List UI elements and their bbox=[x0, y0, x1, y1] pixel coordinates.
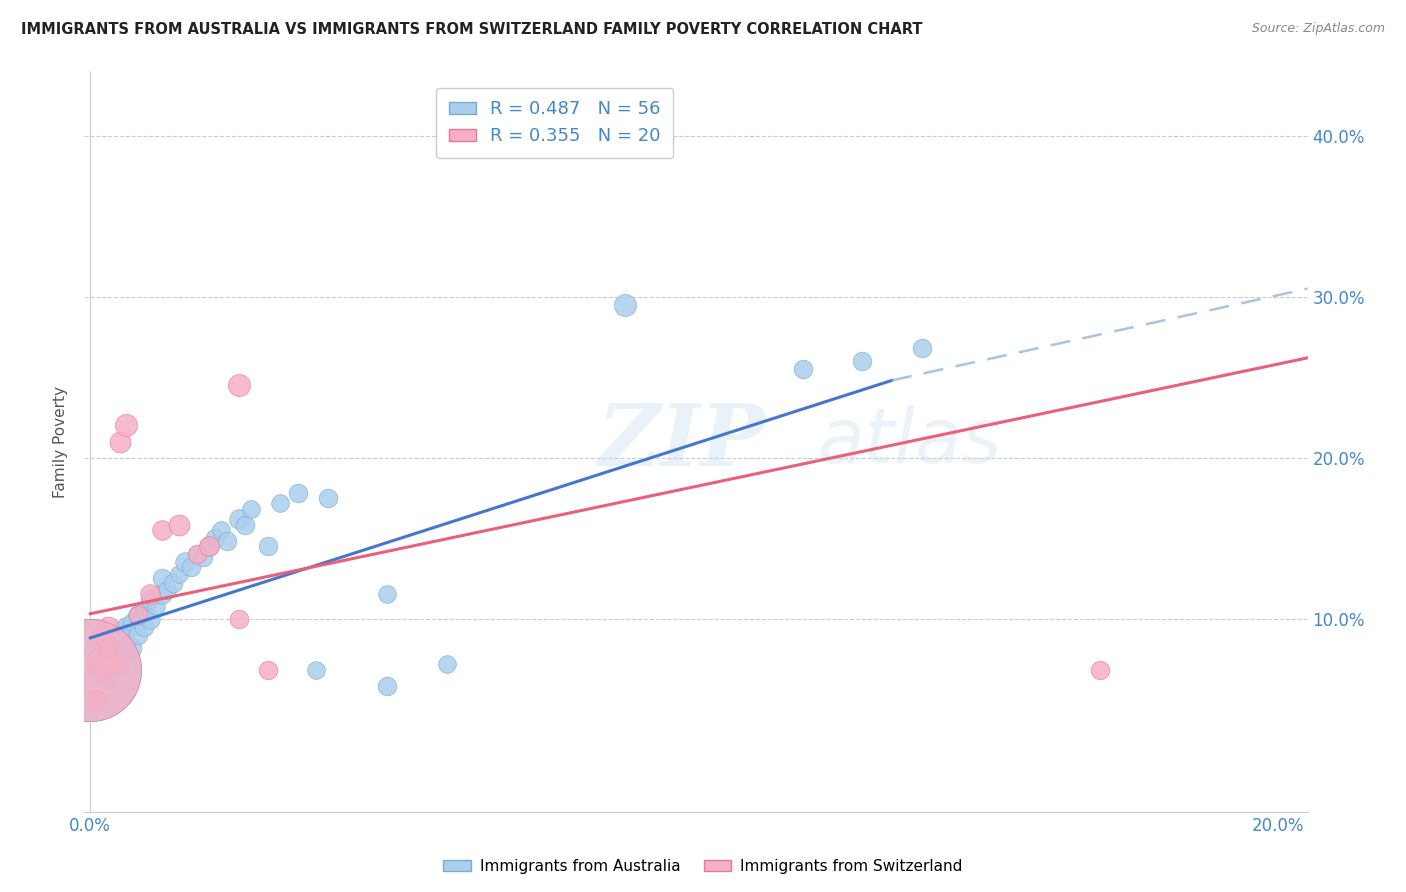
Point bbox=[91, 652, 114, 666]
Point bbox=[108, 624, 131, 639]
Point bbox=[191, 550, 214, 565]
Point bbox=[127, 608, 149, 623]
Text: atlas: atlas bbox=[818, 405, 1002, 478]
Point bbox=[156, 582, 179, 597]
Point bbox=[180, 560, 202, 574]
Point bbox=[97, 619, 120, 633]
Point bbox=[851, 354, 873, 368]
Point bbox=[257, 663, 280, 677]
Point bbox=[1088, 663, 1111, 677]
Point bbox=[145, 599, 167, 613]
Point bbox=[91, 640, 114, 655]
Point bbox=[138, 587, 160, 601]
Point bbox=[186, 547, 208, 561]
Point bbox=[287, 486, 309, 500]
Point bbox=[97, 660, 120, 674]
Point bbox=[127, 608, 149, 623]
Point bbox=[79, 663, 101, 677]
Point bbox=[150, 523, 173, 537]
Point bbox=[132, 619, 155, 633]
Point bbox=[103, 663, 125, 677]
Point bbox=[198, 539, 221, 553]
Point bbox=[138, 592, 160, 607]
Point bbox=[103, 652, 125, 666]
Point bbox=[316, 491, 339, 505]
Point bbox=[103, 657, 125, 671]
Point bbox=[228, 378, 250, 392]
Point bbox=[91, 628, 114, 642]
Point bbox=[115, 619, 138, 633]
Point bbox=[97, 640, 120, 655]
Point bbox=[108, 657, 131, 671]
Point bbox=[174, 555, 197, 569]
Point bbox=[233, 518, 256, 533]
Point bbox=[150, 571, 173, 585]
Point bbox=[108, 636, 131, 650]
Point bbox=[375, 587, 398, 601]
Point bbox=[215, 534, 238, 549]
Text: ZIP: ZIP bbox=[598, 400, 766, 483]
Point bbox=[115, 418, 138, 433]
Point bbox=[228, 512, 250, 526]
Point bbox=[97, 673, 120, 687]
Legend: Immigrants from Australia, Immigrants from Switzerland: Immigrants from Australia, Immigrants fr… bbox=[437, 853, 969, 880]
Point bbox=[121, 640, 143, 655]
Point bbox=[115, 647, 138, 661]
Point bbox=[436, 657, 458, 671]
Point bbox=[209, 523, 232, 537]
Point bbox=[257, 539, 280, 553]
Point bbox=[127, 628, 149, 642]
Point bbox=[228, 611, 250, 625]
Point bbox=[613, 298, 636, 312]
Point bbox=[97, 628, 120, 642]
Point bbox=[108, 434, 131, 449]
Legend: R = 0.487   N = 56, R = 0.355   N = 20: R = 0.487 N = 56, R = 0.355 N = 20 bbox=[436, 87, 673, 158]
Point bbox=[269, 496, 291, 510]
Point bbox=[115, 631, 138, 645]
Point bbox=[239, 502, 262, 516]
Point bbox=[910, 341, 932, 355]
Point bbox=[84, 657, 107, 671]
Point bbox=[204, 531, 226, 545]
Point bbox=[91, 668, 114, 682]
Point bbox=[169, 518, 191, 533]
Point bbox=[375, 679, 398, 693]
Point bbox=[97, 647, 120, 661]
Text: IMMIGRANTS FROM AUSTRALIA VS IMMIGRANTS FROM SWITZERLAND FAMILY POVERTY CORRELAT: IMMIGRANTS FROM AUSTRALIA VS IMMIGRANTS … bbox=[21, 22, 922, 37]
Point bbox=[138, 611, 160, 625]
Point bbox=[162, 576, 184, 591]
Point bbox=[186, 547, 208, 561]
Point bbox=[198, 539, 221, 553]
Point bbox=[103, 644, 125, 658]
Point bbox=[305, 663, 328, 677]
Point bbox=[84, 692, 107, 706]
Text: Source: ZipAtlas.com: Source: ZipAtlas.com bbox=[1251, 22, 1385, 36]
Point bbox=[91, 663, 114, 677]
Point bbox=[84, 663, 107, 677]
Point bbox=[150, 587, 173, 601]
Point bbox=[792, 362, 814, 376]
Point bbox=[79, 663, 101, 677]
Point bbox=[169, 566, 191, 581]
Point bbox=[132, 603, 155, 617]
Point bbox=[84, 652, 107, 666]
Y-axis label: Family Poverty: Family Poverty bbox=[53, 385, 69, 498]
Point bbox=[121, 615, 143, 629]
